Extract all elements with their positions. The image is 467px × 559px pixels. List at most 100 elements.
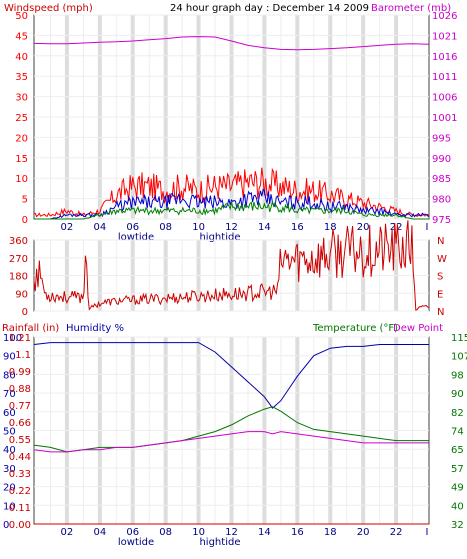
humidity-tick-label: 40 [3,445,16,456]
temperature-tick-label: 74 [451,427,464,438]
barometer-tick-label: 1006 [432,93,457,104]
windspeed-tick-label: 45 [15,31,28,42]
temperature-tick-label: 90 [451,389,464,400]
humidity-tick-label: 60 [3,408,16,419]
temperature-axis-label: Temperature (°F) [312,323,398,334]
barometer-tick-label: 1016 [432,52,457,63]
temperature-tick-label: 65 [451,445,464,456]
direction-tick-label: 90 [15,289,28,300]
compass-tick-label: W [437,254,447,265]
windspeed-tick-label: 10 [15,174,28,185]
humidity-tick-label: 30 [3,464,16,475]
humidity-line [33,342,429,409]
barometer-tick-label: 995 [432,133,451,144]
x-tick-label: 08 [159,222,172,233]
x-tick-label: 20 [357,527,370,538]
barometer-tick-label: 1001 [432,113,457,124]
windspeed-tick-label: 40 [15,52,28,63]
rain-tick-label: 0.55 [9,435,31,446]
hightide-label: hightide [199,537,240,548]
windspeed-tick-label: 20 [15,133,28,144]
temperature-tick-label: 32 [451,520,464,531]
rain-tick-label: 0.66 [9,418,31,429]
x-tick-label: 20 [357,222,370,233]
x-tick-label: 22 [390,527,403,538]
barometer-tick-label: 990 [432,154,451,165]
temperature-tick-label: 107 [451,352,467,363]
humidity-tick-label: 0 [3,520,9,531]
barometer-line [33,36,430,51]
x-tick-label: 14 [258,527,271,538]
x-tick-label: 02 [61,527,74,538]
temperature-tick-label: 57 [451,464,464,475]
x-tick-label: 10 [192,527,205,538]
x-tick-label: 12 [225,527,238,538]
windspeed-tick-label: 30 [15,93,28,104]
x-tick-label: 14 [258,222,271,233]
windspeed-line [33,167,430,218]
x-tick-label: 18 [324,527,337,538]
direction-tick-label: 270 [9,254,28,265]
x-tick-label: 04 [93,527,106,538]
compass-tick-label: N [437,236,444,247]
rain-tick-label: 0.77 [9,401,31,412]
dewpoint-line [33,431,429,453]
rain-tick-label: 0.99 [9,367,31,378]
x-tick-label: I [426,222,429,233]
humidity-tick-label: 20 [3,483,16,494]
x-tick-label: 10 [192,222,205,233]
x-tick-label: 12 [225,222,238,233]
chart-title: 24 hour graph day : December 14 2009 [170,3,369,14]
direction-tick-label: 180 [9,272,28,283]
x-tick-label: 06 [126,527,139,538]
temperature-tick-label: 82 [451,408,464,419]
gust-line [34,200,429,220]
windspeed-tick-label: 25 [15,113,28,124]
compass-tick-label: S [437,272,443,283]
humidity-tick-label: 10 [3,501,16,512]
rain-tick-label: 0.11 [9,503,31,514]
wind-direction-line [33,220,430,311]
x-tick-label: 18 [324,222,337,233]
lowtide-label: lowtide [118,537,154,548]
windspeed-tick-label: 35 [15,72,28,83]
x-tick-label: 06 [126,222,139,233]
windspeed-tick-label: 50 [15,11,28,22]
humidity-axis-label: Humidity % [66,323,124,334]
rain-tick-label: 0.33 [9,469,31,480]
hightide-label: hightide [199,232,240,243]
rain-tick-label: 0.00 [9,520,31,531]
windspeed-tick-label: 5 [22,195,28,206]
humidity-tick-label: 90 [3,352,16,363]
lowtide-label: lowtide [118,232,154,243]
temperature-line [33,406,429,453]
rain-tick-label: 1.21 [9,333,31,344]
humidity-tick-label: 50 [3,427,16,438]
temperature-tick-label: 49 [451,483,464,494]
x-tick-label: 04 [93,222,106,233]
dewpoint-axis-label: Dew Point [393,323,443,334]
rain-tick-label: 0.22 [9,486,31,497]
compass-tick-label: E [437,289,443,300]
compass-tick-label: N [437,307,444,318]
x-tick-label: 16 [291,222,304,233]
humidity-tick-label: 100 [3,333,22,344]
rain-tick-label: 1.1 [15,350,31,361]
direction-tick-label: 0 [22,307,28,318]
windspeed-tick-label: 15 [15,154,28,165]
barometer-tick-label: 985 [432,174,451,185]
x-tick-label: 16 [291,527,304,538]
direction-tick-label: 360 [9,236,28,247]
x-tick-label: 02 [61,222,74,233]
rain-tick-label: 0.88 [9,384,31,395]
temperature-tick-label: 115 [451,333,467,344]
rain-tick-label: 0.44 [9,452,31,463]
barometer-tick-label: 1021 [432,31,457,42]
windspeed-axis-label: Windspeed (mph) [4,3,93,14]
x-tick-label: 22 [390,222,403,233]
humidity-tick-label: 80 [3,370,16,381]
x-tick-label: 08 [159,527,172,538]
temperature-tick-label: 98 [451,370,464,381]
